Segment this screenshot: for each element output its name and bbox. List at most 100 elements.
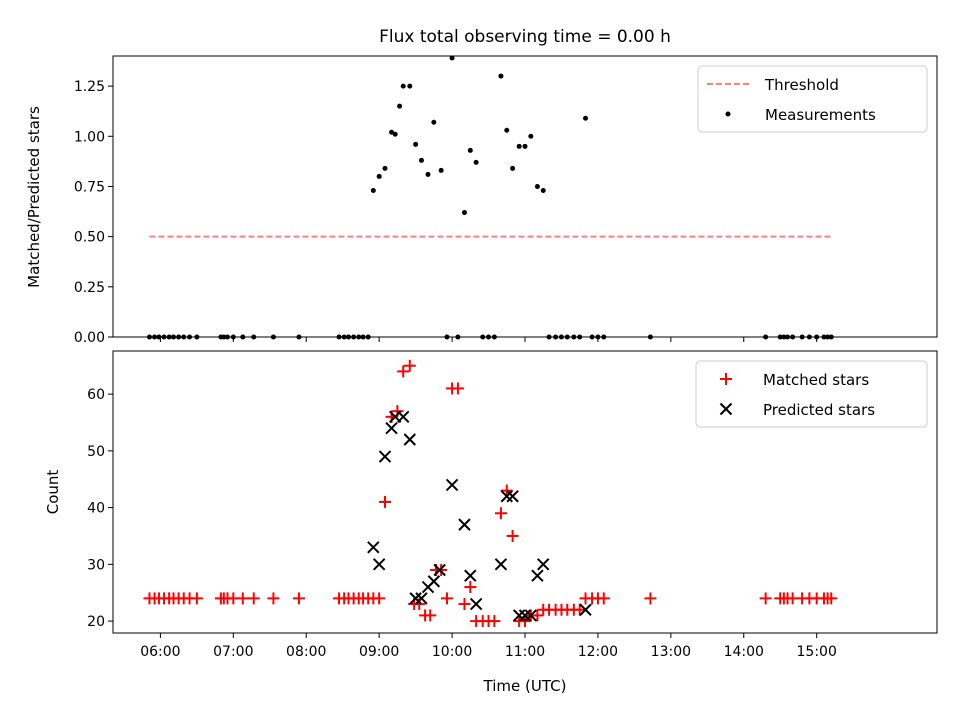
bottom-y-tick-label: 50 <box>87 444 105 460</box>
measurement-point <box>438 167 444 173</box>
matched-legend-marker <box>720 373 732 385</box>
top-y-ticks: 0.00 0.25 0.50 0.75 1.00 1.25 <box>74 79 113 346</box>
predicted-star-point <box>458 518 471 531</box>
cross-stroke-b <box>445 478 459 492</box>
matched-legend-label: Matched stars <box>763 371 869 389</box>
bottom-y-tick-label: 40 <box>87 501 105 517</box>
measurement-point <box>431 119 437 125</box>
predicted-star-point <box>403 433 416 446</box>
predicted-star-point <box>445 478 459 492</box>
bottom-x-tick-label: 14:00 <box>724 644 764 660</box>
bottom-legend: Matched stars Predicted stars <box>695 360 928 428</box>
matched-star-point <box>451 382 464 395</box>
predicted-star-point <box>385 421 398 435</box>
matched-legend-symbol <box>720 373 732 385</box>
predicted-star-point <box>415 592 428 605</box>
matched-star-point <box>597 592 610 605</box>
top-y-axis-label: Matched/Predicted stars <box>25 106 43 288</box>
cross-stroke-b <box>385 421 398 435</box>
matched-star-point <box>378 495 391 508</box>
matched-star-point <box>292 592 305 605</box>
predicted-star-point <box>469 597 483 611</box>
measurement-point <box>461 210 467 216</box>
measurement-point <box>418 157 424 163</box>
cross-stroke-b <box>579 603 592 616</box>
top-legend-box <box>697 65 928 133</box>
predicted-star-point <box>537 558 550 571</box>
measurement-point <box>534 183 540 189</box>
predicted-legend-symbol <box>719 402 733 416</box>
threshold-legend-label: Threshold <box>764 76 839 94</box>
top-chart-title: Flux total observing time = 0.00 h <box>379 27 671 47</box>
measurement-point <box>382 165 388 171</box>
bottom-x-tick-label: 13:00 <box>651 644 691 660</box>
top-y-tick-label: 0.25 <box>74 280 105 296</box>
predicted-star-point <box>579 603 592 616</box>
matched-star-point <box>435 564 448 577</box>
top-y-tick-label: 0.00 <box>74 330 105 346</box>
cross-stroke-b <box>537 558 550 571</box>
matched-star-point <box>519 615 531 628</box>
bottom-y-ticks: 20 30 40 50 60 <box>87 387 113 630</box>
matched-star-point <box>494 507 507 520</box>
bottom-y-tick-label: 20 <box>87 614 105 630</box>
matched-star-point <box>458 598 471 611</box>
matched-star-point <box>247 592 260 605</box>
top-y-tick-label: 0.75 <box>74 179 105 195</box>
matched-star-point <box>403 359 416 372</box>
predicted-star-point <box>367 541 380 554</box>
bottom-x-axis-label: Time (UTC) <box>483 677 567 695</box>
bottom-y-tick-label: 30 <box>87 557 105 573</box>
matched-star-point <box>506 529 519 542</box>
matched-star-point <box>190 592 203 605</box>
bottom-x-tick-label: 06:00 <box>140 644 180 660</box>
measurement-point <box>400 83 406 89</box>
predicted-star-point <box>464 569 477 582</box>
cross-stroke-b <box>397 410 410 424</box>
measurement-point <box>583 115 589 121</box>
measurement-point <box>397 103 403 109</box>
matched-star-point <box>440 592 453 605</box>
top-y-tick-label: 1.25 <box>74 79 105 95</box>
cross-stroke-b <box>427 575 441 588</box>
measurement-point <box>473 159 479 165</box>
top-legend: Threshold Measurements <box>697 65 928 133</box>
measurements-legend-marker <box>725 111 731 117</box>
predicted-star-point <box>427 575 441 588</box>
cross-stroke-b <box>403 433 416 446</box>
matched-star-point <box>644 592 657 605</box>
predicted-star-point <box>409 592 422 605</box>
measurement-point <box>376 173 382 179</box>
measurement-point <box>516 143 522 149</box>
top-x-ticks <box>159 337 818 342</box>
cross-stroke-b <box>464 569 477 582</box>
cross-stroke-b <box>500 490 513 503</box>
predicted-star-point <box>506 490 519 503</box>
matched-star-point <box>424 609 437 622</box>
measurement-point <box>389 129 395 135</box>
bottom-panel: 20 30 40 50 60 06:00 07:00 08:00 09:00 10:00 11:0… <box>44 350 938 695</box>
cross-stroke-b <box>719 402 733 416</box>
predicted-legend-marker <box>719 402 733 416</box>
cross-stroke-b <box>494 558 508 571</box>
matched-star-point <box>531 609 544 622</box>
measurements-legend-label: Measurements <box>765 106 876 124</box>
measurement-point <box>407 83 413 89</box>
cross-stroke-b <box>512 609 526 622</box>
cross-stroke-b <box>378 450 392 463</box>
bottom-legend-box <box>695 360 928 428</box>
bottom-x-tick-label: 12:00 <box>578 644 618 660</box>
cross-stroke-b <box>506 490 519 503</box>
matched-star-point <box>825 592 838 605</box>
measurement-point <box>413 141 419 147</box>
matched-star-point <box>759 592 772 605</box>
predicted-star-point <box>518 609 532 622</box>
matched-star-point <box>573 603 586 616</box>
predicted-star-point <box>512 609 526 622</box>
measurement-point <box>498 73 504 79</box>
predicted-star-point <box>397 410 410 424</box>
measurement-point <box>392 131 398 137</box>
cross-stroke-b <box>458 518 471 531</box>
predicted-star-point <box>372 558 386 571</box>
